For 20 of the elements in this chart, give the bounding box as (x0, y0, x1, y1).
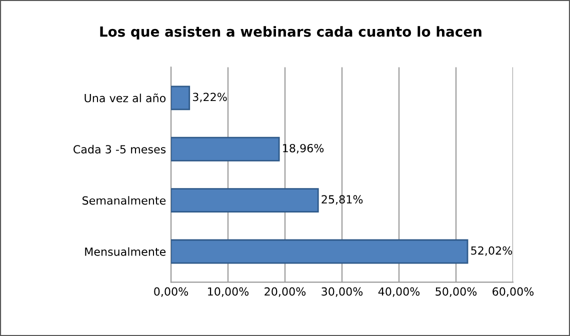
bar (171, 188, 319, 213)
y-tick-label: Mensualmente (85, 247, 166, 256)
x-tick-label: 30,00% (322, 287, 363, 297)
x-tick-label: 40,00% (378, 287, 420, 297)
bar (171, 239, 468, 264)
bar (171, 136, 280, 162)
y-tick-label: Semanalmente (82, 196, 166, 205)
data-label: 3,22% (192, 92, 227, 102)
y-tick-label: Una vez al año (84, 94, 166, 102)
x-tick-label: 50,00% (436, 287, 477, 297)
data-label: 25,81% (322, 195, 363, 205)
x-tick-label: 20,00% (264, 287, 306, 297)
data-label: 18,96% (283, 144, 324, 154)
x-tick-label: 10,00% (208, 287, 249, 297)
y-tick-label: Cada 3 -5 meses (74, 144, 166, 154)
x-tick-label: 60,00% (492, 287, 534, 297)
bar (171, 86, 190, 110)
data-label: 52,02% (471, 246, 512, 256)
x-tick-label: 0,00% (154, 287, 188, 297)
chart-title: Los que asisten a webinars cada cuanto lo hacen (100, 26, 482, 40)
